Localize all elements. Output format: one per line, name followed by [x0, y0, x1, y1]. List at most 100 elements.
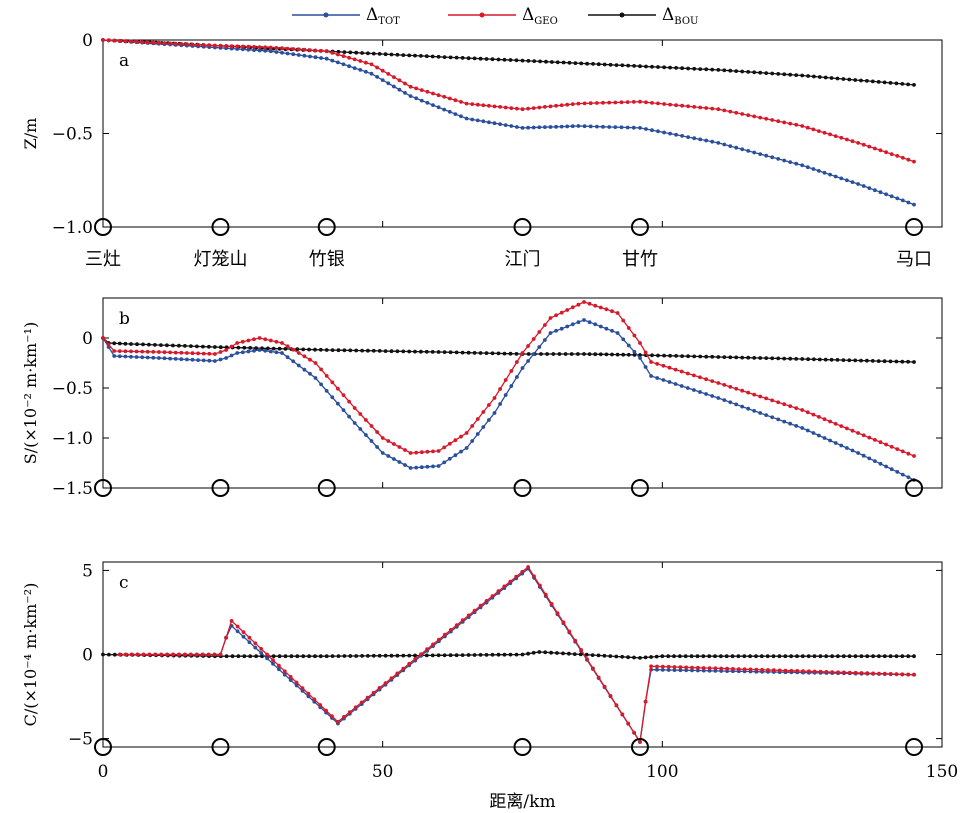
- data-point-bou: [395, 52, 400, 57]
- data-point-bou: [171, 343, 175, 348]
- data-point-bou: [770, 356, 775, 361]
- data-point-geo: [830, 670, 835, 674]
- data-point-bou: [596, 62, 601, 67]
- data-point-bou: [502, 652, 507, 657]
- data-point-geo: [380, 68, 385, 73]
- data-point-tot: [459, 449, 463, 454]
- data-point-geo: [565, 102, 570, 107]
- data-point-bou: [502, 351, 507, 356]
- data-point-bou: [555, 60, 560, 65]
- panel-label: b: [119, 309, 130, 329]
- data-point-tot: [895, 196, 900, 201]
- data-point-bou: [758, 70, 763, 75]
- data-point-bou: [680, 66, 684, 71]
- panel-a: 0 −0.5 −1.0 a Z/m 三灶 灯笼山 竹银 江门 甘竹 马口: [21, 31, 943, 270]
- data-point-bou: [704, 354, 709, 359]
- data-point-bou: [584, 652, 589, 657]
- data-point-geo: [632, 730, 636, 735]
- data-point-tot: [503, 393, 508, 397]
- data-point-tot: [475, 432, 480, 436]
- data-point-geo: [386, 72, 391, 76]
- data-point-tot: [788, 421, 793, 426]
- data-point-bou: [847, 654, 852, 659]
- data-point-geo: [490, 594, 495, 598]
- data-point-bou: [195, 344, 199, 349]
- data-point-geo: [789, 668, 794, 673]
- data-point-geo: [257, 336, 262, 340]
- data-point-bou: [788, 356, 793, 361]
- data-point-geo: [812, 669, 817, 674]
- data-point-geo: [324, 49, 329, 54]
- data-point-tot: [867, 186, 872, 191]
- data-point-geo: [638, 99, 642, 104]
- data-point-tot: [850, 180, 855, 185]
- data-point-bou: [608, 62, 613, 67]
- data-point-bou: [692, 66, 697, 71]
- data-point-tot: [403, 463, 407, 467]
- data-point-tot: [764, 413, 769, 417]
- data-point-geo: [190, 351, 195, 356]
- data-point-bou: [112, 652, 117, 657]
- data-point-geo: [906, 451, 911, 456]
- legend-label-bou: ΔBOU: [662, 5, 698, 27]
- data-point-geo: [140, 40, 145, 44]
- data-point-geo: [352, 406, 357, 410]
- data-point-bou: [466, 350, 471, 355]
- data-point-tot: [587, 320, 592, 325]
- data-point-bou: [377, 349, 382, 353]
- data-point-tot: [710, 139, 715, 144]
- data-point-geo: [134, 39, 139, 44]
- data-point-bou: [395, 653, 400, 658]
- data-point-bou: [271, 654, 276, 659]
- data-point-tot: [168, 356, 173, 361]
- data-point-bou: [567, 651, 571, 656]
- data-point-geo: [620, 712, 625, 717]
- data-point-geo: [520, 570, 525, 574]
- data-point-bou: [539, 352, 543, 356]
- data-point-bou: [129, 342, 133, 346]
- data-point-tot: [770, 415, 775, 420]
- data-point-geo: [502, 584, 507, 589]
- data-point-tot: [464, 116, 469, 121]
- data-point-geo: [358, 412, 363, 416]
- data-point-tot: [358, 427, 363, 431]
- data-point-bou: [900, 359, 905, 364]
- data-point-geo: [626, 326, 631, 330]
- data-point-geo: [229, 619, 234, 623]
- series-line-tot: [102, 319, 915, 481]
- data-point-geo: [585, 657, 589, 661]
- data-point-tot: [268, 49, 273, 54]
- data-point-bou: [710, 67, 715, 72]
- data-point-tot: [263, 48, 268, 53]
- data-point-geo: [595, 101, 599, 105]
- data-point-bou: [283, 654, 288, 659]
- data-point-geo: [319, 367, 323, 372]
- data-point-bou: [686, 354, 690, 359]
- data-point-tot: [884, 192, 888, 197]
- data-point-tot: [397, 87, 402, 92]
- data-point-geo: [734, 386, 739, 391]
- data-point-tot: [660, 668, 665, 672]
- data-point-bou: [348, 654, 353, 658]
- station-marker: [513, 479, 532, 497]
- data-point-bou: [254, 346, 258, 350]
- data-point-bou: [752, 70, 757, 75]
- data-point-tot: [364, 69, 368, 74]
- data-point-bou: [707, 654, 712, 659]
- data-point-bou: [579, 61, 584, 66]
- data-point-bou: [742, 654, 747, 659]
- station-marker: [317, 479, 336, 497]
- y-axis-label: S/(×10⁻² m·km⁻¹): [21, 322, 40, 465]
- data-point-bou: [719, 654, 723, 659]
- data-point-geo: [313, 361, 318, 365]
- data-point-tot: [649, 374, 653, 378]
- data-point-geo: [475, 102, 480, 107]
- data-point-geo: [159, 652, 164, 657]
- data-point-bou: [348, 348, 353, 353]
- data-point-geo: [570, 305, 575, 310]
- data-point-tot: [431, 464, 435, 469]
- data-point-geo: [300, 686, 305, 690]
- data-point-bou: [912, 654, 916, 659]
- data-point-tot: [873, 459, 877, 463]
- data-point-geo: [707, 666, 712, 670]
